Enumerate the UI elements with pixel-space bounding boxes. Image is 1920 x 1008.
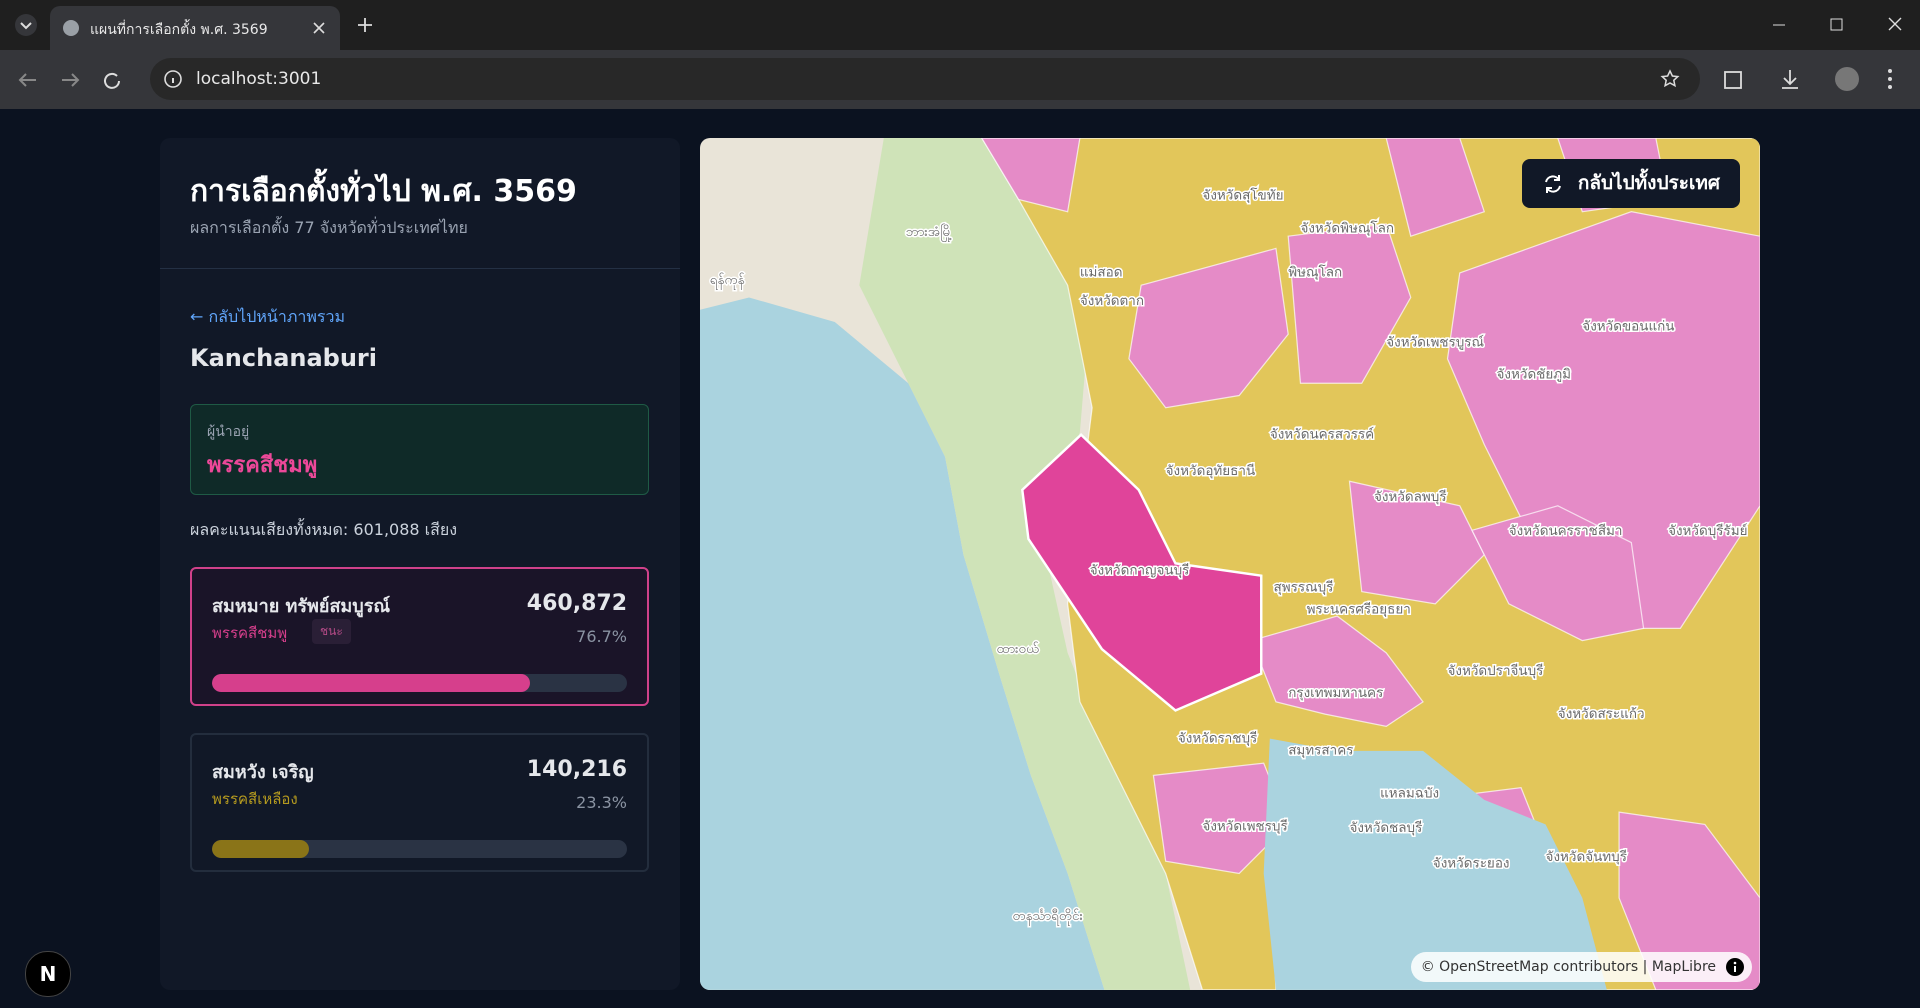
- divider: [160, 268, 680, 269]
- map-label: กรุงเทพมหานคร: [1288, 685, 1383, 701]
- map-labels: จังหวัดสุโขทัย จังหวัดพิษณุโลก พิษณุโลก …: [708, 185, 1749, 928]
- map-label: จังหวัดจันทบุรี: [1546, 849, 1627, 865]
- subtitle: ผลการเลือกตั้ง 77 จังหวัดทั่วประเทศไทย: [190, 218, 468, 237]
- candidate-party: พรรคสีชมพู: [212, 624, 288, 642]
- candidate-votes: 460,872: [526, 591, 627, 616]
- map-label: จังหวัดปราจีนบุรี: [1448, 663, 1544, 679]
- map-label: จังหวัดนครสวรรค์: [1270, 426, 1374, 442]
- candidate-card[interactable]: สมหมาย ทรัพย์สมบูรณ์ พรรคสีชมพู ชนะ 460,…: [190, 567, 649, 706]
- map-label: จังหวัดชัยภูมิ: [1497, 366, 1571, 382]
- active-tab[interactable]: แผนที่การเลือกตั้ง พ.ศ. 3569: [50, 6, 340, 50]
- toolbar-icons[interactable]: [1722, 66, 1912, 94]
- sidebar: การเลือกตั้งทั่วไป พ.ศ. 3569 ผลการเลือกต…: [160, 138, 680, 990]
- reset-label: กลับไปทั้งประเทศ: [1577, 172, 1720, 194]
- map-label: ဘားအံမြို့: [906, 223, 952, 242]
- map-label: พระนครศรีอยุธยา: [1307, 602, 1411, 618]
- tab-close[interactable]: [312, 21, 326, 35]
- total-votes: ผลคะแนนเสียงทั้งหมด: 601,088 เสียง: [190, 520, 458, 539]
- dev-badge[interactable]: N: [25, 951, 71, 997]
- map-label: จังหวัดเพชรบุรี: [1202, 819, 1287, 835]
- map-label: จังหวัดบุรีรัมย์: [1668, 523, 1747, 539]
- map-label: ထားဝယ်: [997, 641, 1041, 657]
- address-bar[interactable]: localhost:3001: [150, 58, 1700, 100]
- map-label: พิษณุโลก: [1288, 264, 1342, 281]
- map-label: สมุทรสาคร: [1288, 743, 1353, 759]
- share-bar: [212, 840, 309, 858]
- toolbar: localhost:3001: [0, 50, 1920, 109]
- map[interactable]: จังหวัดสุโขทัย จังหวัดพิษณุโลก พิษณุโลก …: [700, 138, 1760, 990]
- url: localhost:3001: [196, 69, 322, 89]
- map-label: จังหวัดตาก: [1080, 293, 1144, 309]
- window-controls[interactable]: [1770, 15, 1910, 35]
- attribution: © OpenStreetMap contributors | MapLibre: [1410, 952, 1752, 982]
- selected-province[interactable]: [1020, 433, 1263, 712]
- map-label: ရန်ကုန်: [710, 272, 745, 290]
- share-track: [212, 674, 627, 692]
- map-label: จังหวัดเพชรบูรณ์: [1386, 334, 1484, 350]
- title: การเลือกตั้งทั่วไป พ.ศ. 3569: [190, 174, 577, 209]
- map-label: สุพรรณบุรี: [1274, 580, 1334, 596]
- tab-strip: แผนที่การเลือกตั้ง พ.ศ. 3569: [0, 0, 1920, 50]
- candidate-share: 76.7%: [576, 627, 627, 646]
- candidate-card[interactable]: สมหวัง เจริญ พรรคสีเหลือง 140,216 23.3%: [190, 733, 649, 872]
- leader-party: พรรคสีชมพู: [207, 453, 318, 478]
- map-canvas[interactable]: จังหวัดสุโขทัย จังหวัดพิษณุโลก พิษณุโลก …: [700, 138, 1760, 990]
- map-label: จังหวัดระยอง: [1433, 855, 1510, 871]
- map-label: จังหวัดสุโขทัย: [1202, 186, 1283, 203]
- leader-label: ผู้นำอยู่: [207, 424, 250, 440]
- map-label: จังหวัดพิษณุโลก: [1300, 220, 1394, 237]
- candidate-party: พรรคสีเหลือง: [212, 790, 298, 808]
- winner-badge: ชนะ: [312, 619, 351, 644]
- back-link[interactable]: ← กลับไปหน้าภาพรวม: [190, 307, 346, 326]
- candidate-name: สมหมาย ทรัพย์สมบูรณ์: [212, 596, 391, 617]
- new-tab[interactable]: [356, 16, 374, 34]
- attribution-text: © OpenStreetMap contributors | MapLibre: [1420, 959, 1716, 975]
- map-label: จังหวัดลพบุรี: [1374, 489, 1447, 505]
- map-label: จังหวัดนครราชสีมา: [1509, 523, 1623, 539]
- map-label: แม่สอด: [1080, 265, 1123, 281]
- map-label: จังหวัดชลบุรี: [1349, 820, 1422, 836]
- map-label: จังหวัดกาญจนบุรี: [1090, 562, 1190, 578]
- map-label: တနင်္သာရီတိုင်း: [1012, 908, 1082, 926]
- bookmark[interactable]: [1660, 69, 1680, 89]
- province-name: Kanchanaburi: [190, 344, 377, 372]
- candidate-votes: 140,216: [526, 757, 627, 782]
- tab-title: แผนที่การเลือกตั้ง พ.ศ. 3569: [90, 22, 268, 38]
- leader-box: ผู้นำอยู่ พรรคสีชมพู: [190, 404, 649, 495]
- map-label: จังหวัดสระแก้ว: [1558, 706, 1645, 722]
- map-label: จังหวัดอุทัยธานี: [1166, 463, 1256, 479]
- nav-buttons[interactable]: [16, 68, 126, 92]
- share-bar: [212, 674, 531, 692]
- share-track: [212, 840, 627, 858]
- map-label: แหลมฉบัง: [1380, 785, 1439, 801]
- reset-view-button[interactable]: กลับไปทั้งประเทศ: [1521, 159, 1740, 208]
- info-icon[interactable]: [1726, 958, 1744, 976]
- candidate-share: 23.3%: [576, 793, 627, 812]
- map-label: จังหวัดราชบุรี: [1178, 730, 1257, 746]
- candidate-name: สมหวัง เจริญ: [212, 762, 314, 783]
- map-label: จังหวัดขอนแก่น: [1582, 319, 1674, 335]
- tab-search[interactable]: [14, 13, 38, 37]
